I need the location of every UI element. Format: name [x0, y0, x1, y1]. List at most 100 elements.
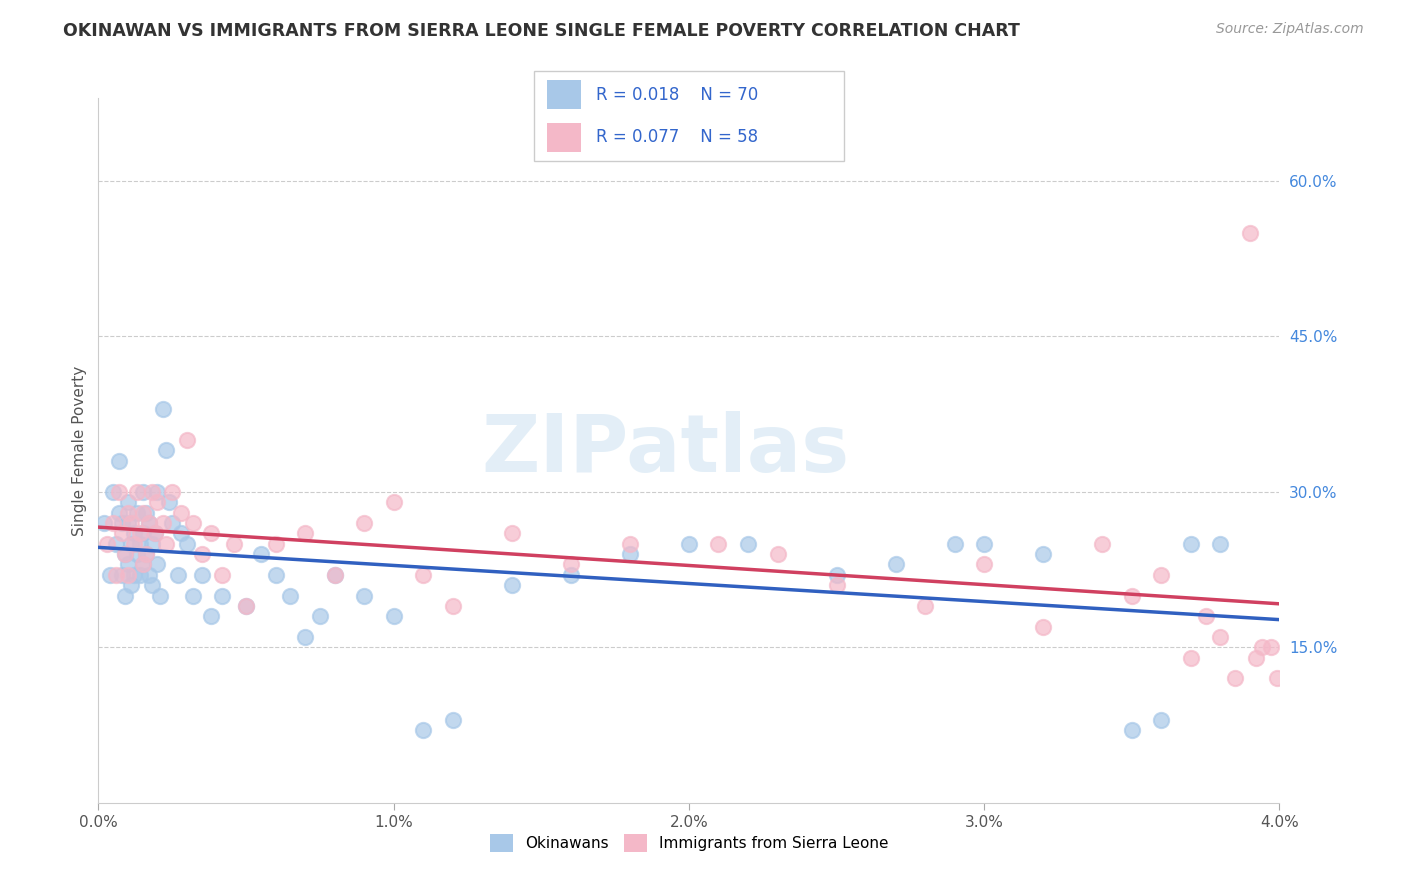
Bar [547, 123, 581, 152]
Text: OKINAWAN VS IMMIGRANTS FROM SIERRA LEONE SINGLE FEMALE POVERTY CORRELATION CHART: OKINAWAN VS IMMIGRANTS FROM SIERRA LEONE… [63, 22, 1021, 40]
Point [1032, 547, 1054, 561]
Point [943, 537, 966, 551]
Point [117, 495, 139, 509]
Point [149, 589, 172, 603]
Point [1244, 650, 1267, 665]
Point [1150, 713, 1173, 727]
Point [103, 484, 125, 499]
Point [105, 537, 128, 551]
Point [138, 567, 160, 582]
Point [128, 537, 150, 551]
Point [111, 526, 134, 541]
Point [1225, 672, 1247, 686]
Point [122, 537, 145, 551]
Point [132, 506, 155, 520]
Point [914, 599, 936, 613]
Point [619, 547, 641, 561]
Text: Source: ZipAtlas.com: Source: ZipAtlas.com [1216, 22, 1364, 37]
Point [135, 506, 157, 520]
Y-axis label: Single Female Poverty: Single Female Poverty [72, 366, 87, 535]
Bar [547, 80, 581, 109]
Point [825, 567, 848, 582]
Point [1250, 640, 1272, 655]
Point [138, 516, 160, 530]
Point [125, 506, 148, 520]
Point [114, 547, 136, 561]
Point [117, 567, 139, 582]
Point [181, 589, 204, 603]
Point [501, 526, 523, 541]
Point [122, 526, 145, 541]
Point [108, 454, 131, 468]
Point [170, 526, 193, 541]
Point [323, 567, 346, 582]
Point [132, 484, 155, 499]
Point [162, 516, 183, 530]
Point [114, 589, 136, 603]
Point [170, 506, 193, 520]
Point [146, 495, 169, 509]
Point [294, 526, 316, 541]
Point [176, 537, 198, 551]
Point [200, 609, 222, 624]
Text: R = 0.018    N = 70: R = 0.018 N = 70 [596, 86, 758, 103]
Point [1209, 630, 1232, 644]
Point [191, 547, 214, 561]
Point [117, 506, 139, 520]
Point [141, 484, 163, 499]
Point [117, 558, 139, 572]
Point [309, 609, 332, 624]
Point [766, 547, 789, 561]
Point [191, 567, 214, 582]
Point [103, 516, 125, 530]
Point [235, 599, 257, 613]
Point [973, 537, 995, 551]
Point [1150, 567, 1173, 582]
Point [132, 558, 155, 572]
Point [1195, 609, 1218, 624]
Point [825, 578, 848, 592]
Point [211, 589, 233, 603]
Point [441, 599, 464, 613]
Point [382, 495, 405, 509]
Point [146, 558, 169, 572]
Point [1180, 650, 1202, 665]
Point [323, 567, 346, 582]
Point [1239, 226, 1261, 240]
Point [181, 516, 204, 530]
Point [884, 558, 907, 572]
Point [146, 484, 169, 499]
Text: R = 0.077    N = 58: R = 0.077 N = 58 [596, 128, 758, 146]
Point [250, 547, 273, 561]
Point [114, 547, 136, 561]
Point [141, 578, 163, 592]
Point [1260, 640, 1282, 655]
Point [560, 567, 582, 582]
Point [111, 567, 134, 582]
Point [560, 558, 582, 572]
Point [1032, 619, 1054, 633]
Point [141, 537, 163, 551]
Legend: Okinawans, Immigrants from Sierra Leone: Okinawans, Immigrants from Sierra Leone [484, 828, 894, 859]
Point [125, 547, 148, 561]
Point [120, 578, 142, 592]
Point [1180, 537, 1202, 551]
Point [128, 526, 150, 541]
Point [117, 516, 139, 530]
Point [98, 567, 121, 582]
Point [122, 567, 145, 582]
Point [973, 558, 995, 572]
Point [1121, 723, 1143, 738]
Point [264, 567, 287, 582]
Point [176, 433, 198, 447]
Point [382, 609, 405, 624]
Point [108, 506, 131, 520]
Point [132, 558, 155, 572]
Point [167, 567, 190, 582]
Point [264, 537, 287, 551]
Point [125, 484, 148, 499]
Point [138, 516, 160, 530]
Point [441, 713, 464, 727]
Point [501, 578, 523, 592]
Point [1121, 589, 1143, 603]
